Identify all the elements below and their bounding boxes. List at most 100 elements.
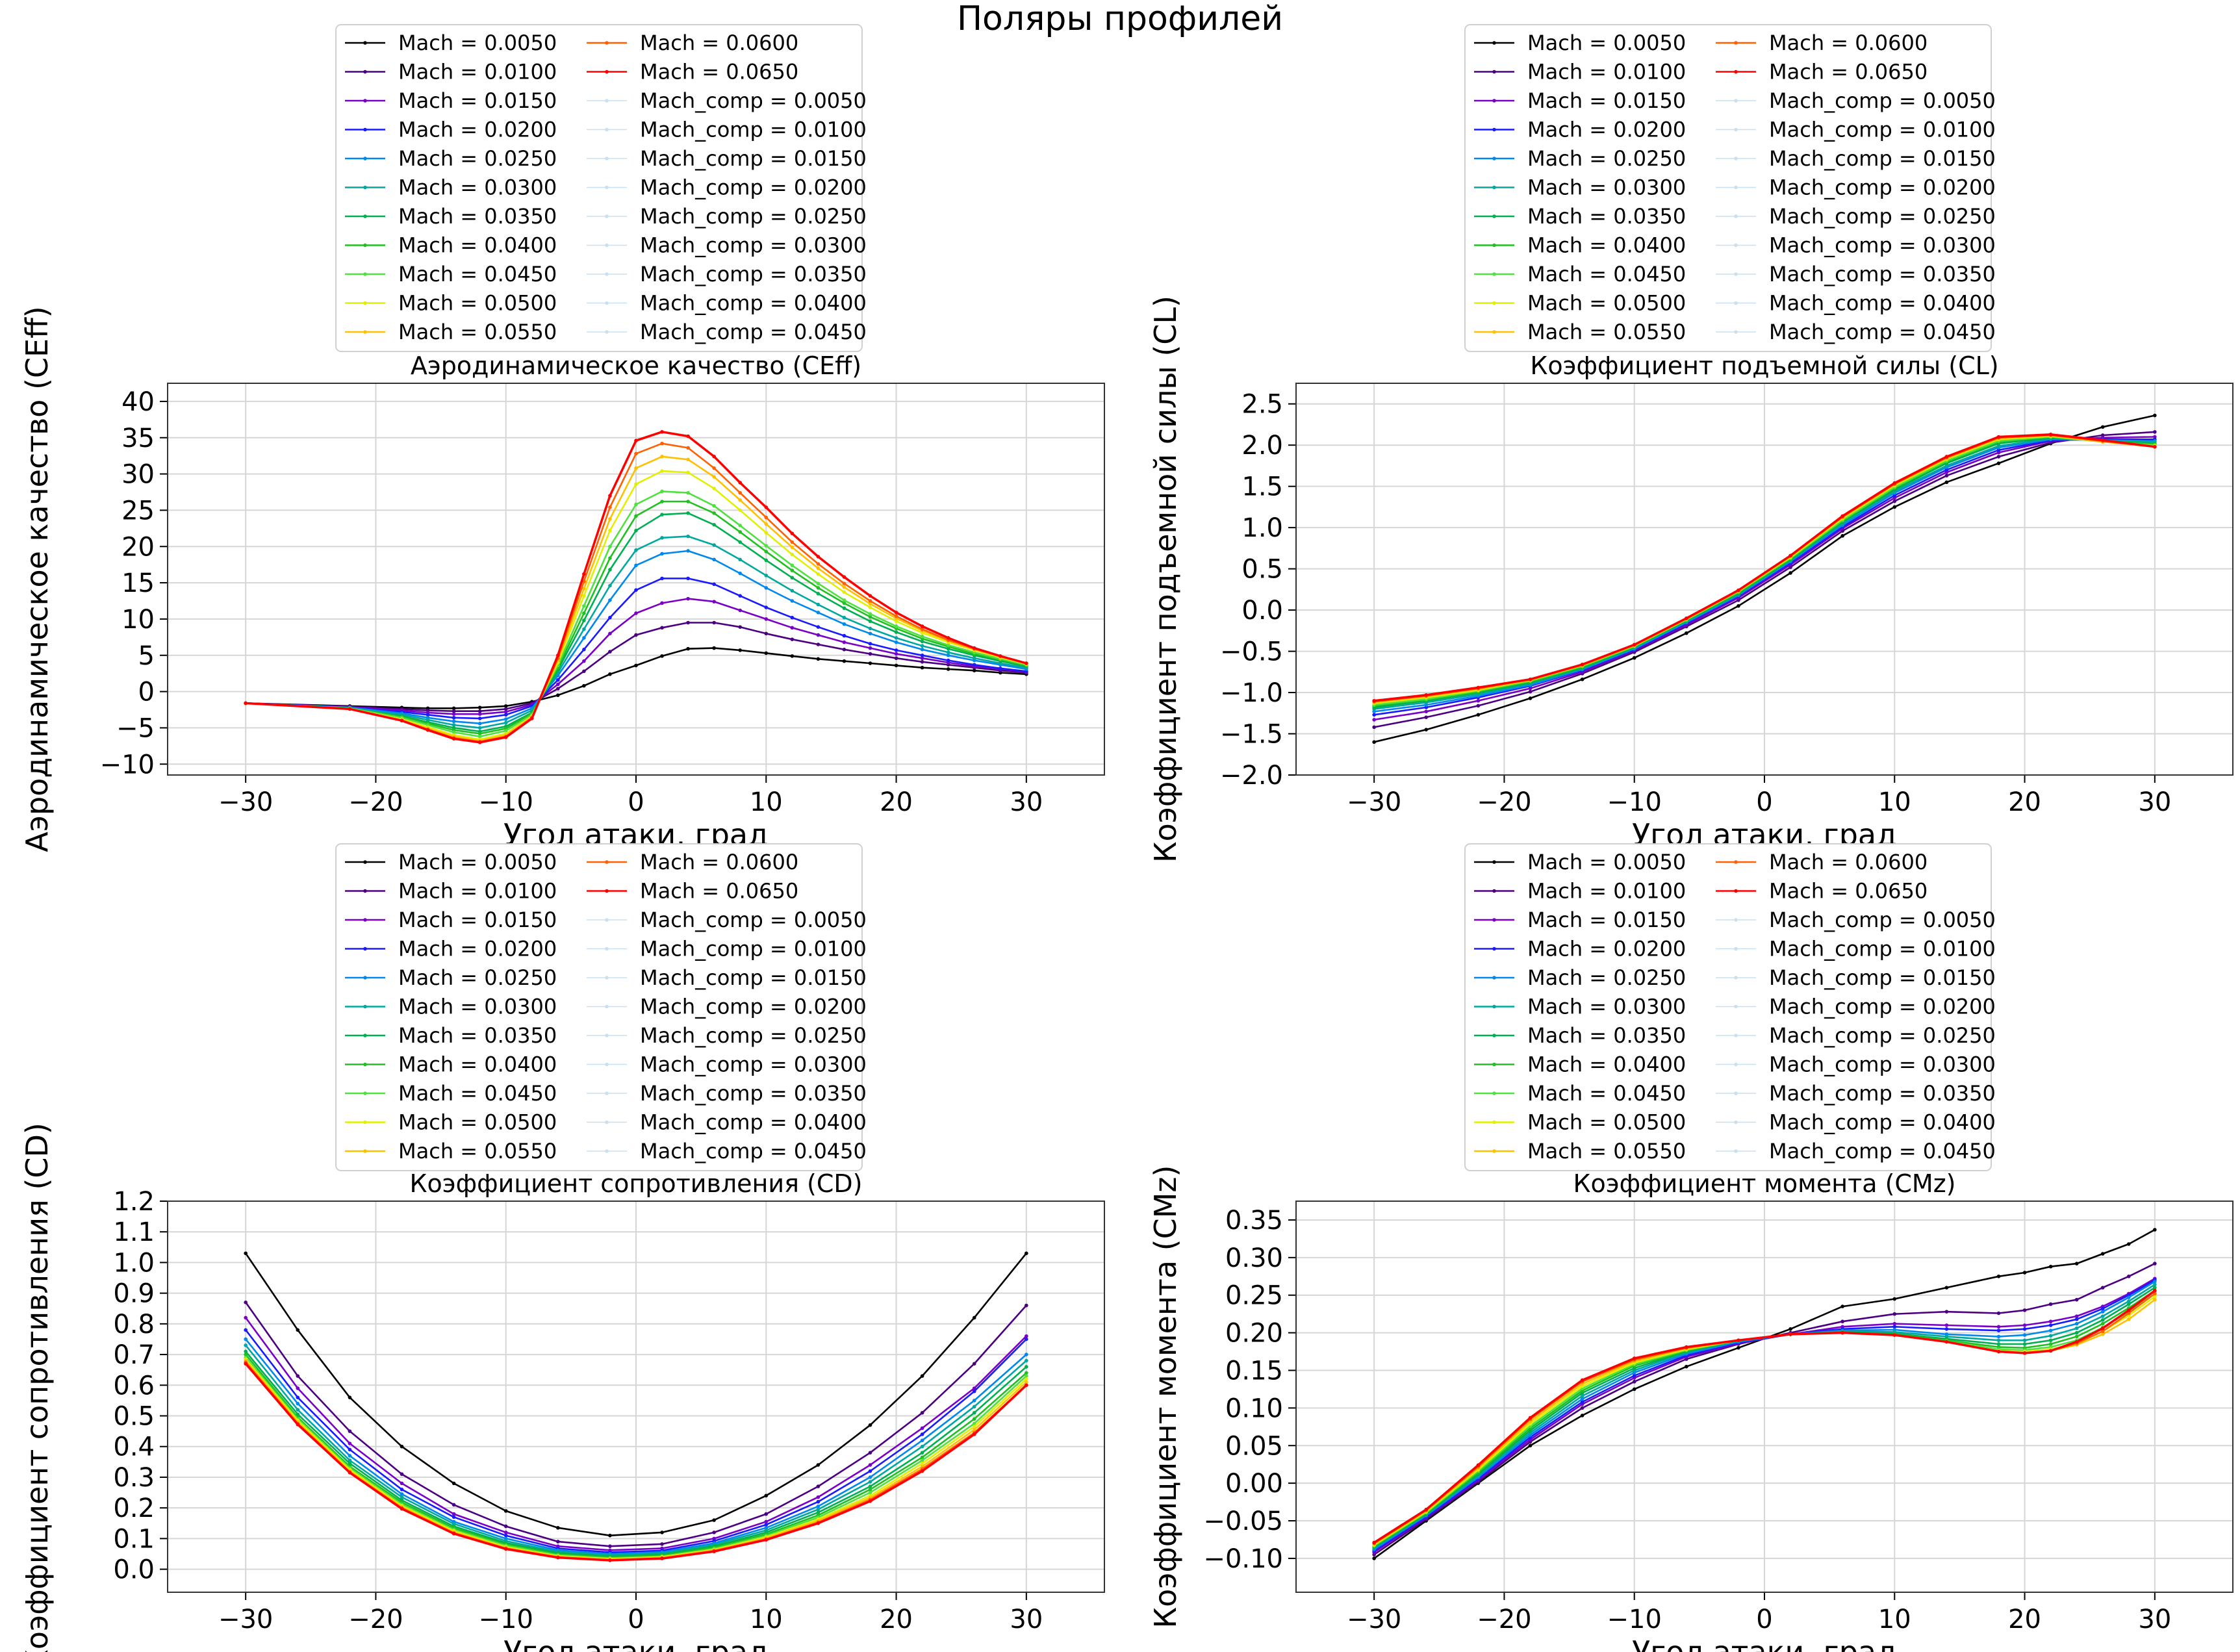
legend-marker [363,243,367,248]
data-point [868,594,872,598]
data-point [608,583,612,588]
data-point [608,615,612,620]
legend-entry: Mach_comp = 0.0400 [640,1110,867,1135]
data-point [1580,1414,1585,1417]
data-point [920,1374,924,1378]
series-line [1373,436,2155,721]
data-point [1372,718,1376,722]
data-point [946,653,950,657]
y-axis-label: Коэффициент подъемной силы (CL) [1148,296,1183,863]
legend-entry: Mach = 0.0100 [398,879,557,904]
legend-entry: Mach_comp = 0.0250 [640,1023,867,1048]
data-point [816,1463,821,1467]
data-point [738,490,743,495]
legend-entry: Mach = 0.0200 [398,937,557,961]
legend-entry: Mach_comp = 0.0200 [1769,175,1996,200]
x-tick-label: −30 [1347,787,1401,817]
legend-marker [1734,889,1738,893]
data-point [2048,1319,2053,1324]
data-point [1580,677,1585,681]
data-point [712,511,716,515]
legend-entry: Mach = 0.0650 [1769,879,1928,904]
data-point [452,712,456,716]
data-point [920,644,924,648]
data-point [920,627,924,631]
data-point [1944,480,1949,485]
data-point [790,626,795,630]
data-point [244,701,248,705]
legend-entry: Mach_comp = 0.0400 [1769,291,1996,316]
data-point [582,604,586,608]
legend-entry: Mach_comp = 0.0450 [640,320,867,344]
legend-marker [1492,127,1496,132]
legend-marker [363,1149,367,1153]
data-point [2074,1340,2079,1344]
data-point [712,582,716,587]
data-point [1580,1397,1585,1401]
legend-entry: Mach_comp = 0.0050 [640,908,867,932]
legend-marker [605,860,609,864]
chart-panel: −30 −20 −10 0 10 20 30 0.00.10.20.30.40.50.60.7… [19,843,1105,1652]
data-point [764,505,769,509]
data-point [894,652,898,656]
data-point [816,657,821,661]
data-point [920,1444,924,1449]
data-point [972,1362,976,1366]
data-point [2100,1314,2105,1318]
legend-marker [363,918,367,922]
data-point [1737,604,1740,608]
data-point [2126,1302,2131,1306]
legend-entry: Mach_comp = 0.0300 [1769,233,1996,258]
data-point [400,718,404,723]
data-point [608,1544,612,1548]
data-point [816,1484,821,1488]
data-point [244,1315,248,1320]
data-point [790,599,795,603]
y-tick-label: 1.5 [1241,472,1283,502]
y-tick-label: −0.10 [1203,1544,1283,1574]
data-point [1025,1334,1028,1338]
data-point [816,562,821,566]
data-point [452,1532,456,1536]
legend-entry: Mach = 0.0400 [1527,1052,1686,1077]
data-point [686,596,690,601]
data-point [1685,1364,1688,1369]
x-tick-label: 10 [750,787,783,817]
data-point [972,646,976,650]
legend-marker [363,976,367,980]
data-point [920,656,924,661]
legend-entry: Mach_comp = 0.0400 [1769,1110,1996,1135]
data-point [712,646,716,650]
legend-entry: Mach = 0.0650 [640,879,798,904]
legend-marker [1734,947,1738,951]
data-point [1944,1310,1949,1314]
y-tick-label: −10 [100,750,155,780]
data-point [634,563,638,568]
y-tick-label: 10 [121,605,155,635]
data-point [1476,698,1481,703]
legend-marker [1734,1120,1738,1125]
legend-entry: Mach_comp = 0.0300 [640,233,867,258]
y-tick-label: 0.8 [113,1310,155,1340]
data-point [608,556,612,560]
data-point [764,1493,769,1498]
series-line [245,1317,1027,1551]
legend-marker [363,1091,367,1095]
x-tick-label: −10 [1607,1605,1662,1634]
data-point [2126,1299,2131,1303]
data-point [2153,1280,2157,1284]
data-point [868,661,872,665]
legend-entry: Mach_comp = 0.0100 [640,937,867,961]
data-point [764,522,769,526]
legend-entry: Mach = 0.0200 [398,118,557,142]
data-point [712,1531,716,1534]
data-point [1025,1383,1028,1388]
data-point [296,1395,300,1399]
data-point [503,1547,508,1551]
data-point [868,1475,872,1479]
legend-marker [363,860,367,864]
legend-entry: Mach_comp = 0.0150 [1769,146,1996,171]
data-point [2074,1321,2079,1326]
data-point [894,648,898,652]
legend-entry: Mach = 0.0050 [1527,31,1686,55]
